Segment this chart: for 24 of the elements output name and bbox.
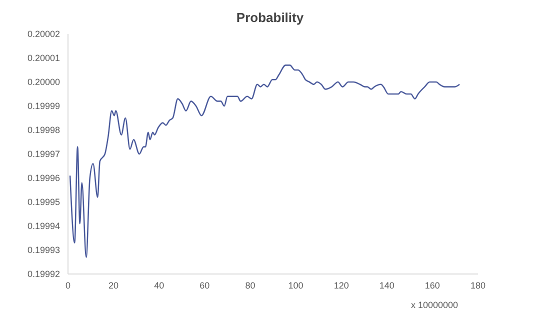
y-tick-label: 0.19995 — [27, 197, 60, 208]
x-tick-label: 20 — [108, 280, 119, 290]
y-tick-label: 0.19997 — [27, 149, 60, 160]
x-tick-label: 80 — [245, 280, 256, 290]
x-tick-label: 180 — [470, 280, 486, 290]
x-tick-label: 160 — [424, 280, 440, 290]
y-tick-label: 0.19996 — [27, 173, 60, 184]
y-tick-label: 0.20000 — [27, 77, 60, 88]
x-tick-label: 120 — [334, 280, 349, 290]
line-series — [69, 64, 460, 258]
x-tick-label: 140 — [379, 280, 394, 290]
y-tick-label: 0.19993 — [27, 245, 60, 256]
y-tick-label: 0.20002 — [27, 29, 60, 40]
y-tick-label: 0.19994 — [27, 221, 60, 232]
y-tick-label: 0.19998 — [27, 125, 60, 136]
x-tick-label: 60 — [200, 280, 210, 290]
x-tick-label: 40 — [154, 280, 164, 290]
chart-title: Probability — [235, 10, 305, 25]
y-tick-label: 0.19992 — [27, 269, 60, 280]
y-tick-label: 0.20001 — [27, 53, 60, 64]
x-tick-label: 0 — [65, 280, 71, 290]
y-tick-label: 0.19999 — [27, 101, 60, 112]
x-axis-title: x 10000000 — [410, 300, 458, 310]
x-tick-label: 100 — [288, 280, 304, 290]
